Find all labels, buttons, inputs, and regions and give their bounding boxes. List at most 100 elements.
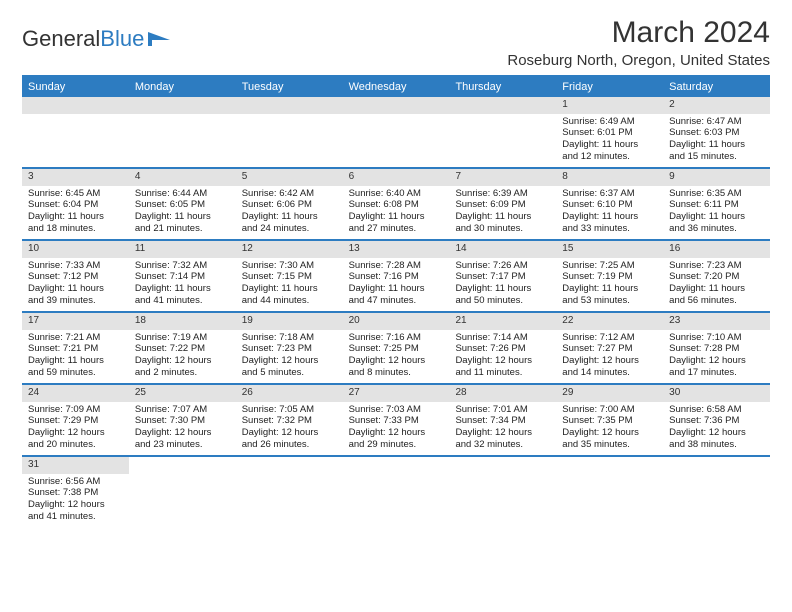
sunset-text: Sunset: 7:33 PM xyxy=(349,415,444,427)
sunset-text: Sunset: 6:04 PM xyxy=(28,199,123,211)
day-number xyxy=(236,457,343,474)
sunrise-text: Sunrise: 7:30 AM xyxy=(242,260,337,272)
daylight-text-2: and 21 minutes. xyxy=(135,223,230,235)
sunset-text: Sunset: 6:09 PM xyxy=(455,199,550,211)
day-info: Sunrise: 7:33 AMSunset: 7:12 PMDaylight:… xyxy=(22,258,129,312)
calendar-day xyxy=(343,457,450,527)
daylight-text-1: Daylight: 12 hours xyxy=(669,355,764,367)
daylight-text-2: and 26 minutes. xyxy=(242,439,337,451)
day-info: Sunrise: 6:39 AMSunset: 6:09 PMDaylight:… xyxy=(449,186,556,240)
day-info: Sunrise: 7:10 AMSunset: 7:28 PMDaylight:… xyxy=(663,330,770,384)
sunrise-text: Sunrise: 7:16 AM xyxy=(349,332,444,344)
day-number: 21 xyxy=(449,313,556,330)
calendar-day xyxy=(129,97,236,167)
sunrise-text: Sunrise: 7:33 AM xyxy=(28,260,123,272)
calendar-day: 10Sunrise: 7:33 AMSunset: 7:12 PMDayligh… xyxy=(22,241,129,311)
day-info: Sunrise: 7:21 AMSunset: 7:21 PMDaylight:… xyxy=(22,330,129,384)
day-number: 10 xyxy=(22,241,129,258)
day-number: 16 xyxy=(663,241,770,258)
daylight-text-2: and 53 minutes. xyxy=(562,295,657,307)
day-info: Sunrise: 6:44 AMSunset: 6:05 PMDaylight:… xyxy=(129,186,236,240)
calendar-day: 16Sunrise: 7:23 AMSunset: 7:20 PMDayligh… xyxy=(663,241,770,311)
calendar-day xyxy=(343,97,450,167)
sunrise-text: Sunrise: 7:26 AM xyxy=(455,260,550,272)
logo: GeneralBlue xyxy=(22,26,172,52)
daylight-text-1: Daylight: 12 hours xyxy=(669,427,764,439)
day-number: 20 xyxy=(343,313,450,330)
calendar-day: 31Sunrise: 6:56 AMSunset: 7:38 PMDayligh… xyxy=(22,457,129,527)
sunset-text: Sunset: 6:11 PM xyxy=(669,199,764,211)
logo-flag-icon xyxy=(148,30,172,46)
calendar-day xyxy=(449,457,556,527)
calendar-day: 26Sunrise: 7:05 AMSunset: 7:32 PMDayligh… xyxy=(236,385,343,455)
sunrise-text: Sunrise: 6:49 AM xyxy=(562,116,657,128)
daylight-text-1: Daylight: 11 hours xyxy=(28,283,123,295)
calendar-day: 13Sunrise: 7:28 AMSunset: 7:16 PMDayligh… xyxy=(343,241,450,311)
sunset-text: Sunset: 7:34 PM xyxy=(455,415,550,427)
day-info: Sunrise: 6:45 AMSunset: 6:04 PMDaylight:… xyxy=(22,186,129,240)
weekday-label: Friday xyxy=(556,77,663,97)
day-number: 13 xyxy=(343,241,450,258)
day-info: Sunrise: 7:14 AMSunset: 7:26 PMDaylight:… xyxy=(449,330,556,384)
calendar-day: 17Sunrise: 7:21 AMSunset: 7:21 PMDayligh… xyxy=(22,313,129,383)
calendar: SundayMondayTuesdayWednesdayThursdayFrid… xyxy=(22,75,770,527)
sunset-text: Sunset: 7:35 PM xyxy=(562,415,657,427)
sunset-text: Sunset: 7:14 PM xyxy=(135,271,230,283)
day-number: 15 xyxy=(556,241,663,258)
daylight-text-1: Daylight: 11 hours xyxy=(28,355,123,367)
daylight-text-2: and 39 minutes. xyxy=(28,295,123,307)
daylight-text-2: and 14 minutes. xyxy=(562,367,657,379)
daylight-text-1: Daylight: 12 hours xyxy=(562,355,657,367)
daylight-text-2: and 27 minutes. xyxy=(349,223,444,235)
day-number: 24 xyxy=(22,385,129,402)
daylight-text-1: Daylight: 12 hours xyxy=(28,427,123,439)
sunset-text: Sunset: 7:20 PM xyxy=(669,271,764,283)
day-info xyxy=(129,474,236,520)
calendar-day xyxy=(129,457,236,527)
day-number: 6 xyxy=(343,169,450,186)
weekday-label: Monday xyxy=(129,77,236,97)
sunset-text: Sunset: 6:03 PM xyxy=(669,127,764,139)
sunrise-text: Sunrise: 7:28 AM xyxy=(349,260,444,272)
daylight-text-1: Daylight: 11 hours xyxy=(135,211,230,223)
daylight-text-2: and 23 minutes. xyxy=(135,439,230,451)
day-info xyxy=(236,474,343,520)
daylight-text-1: Daylight: 11 hours xyxy=(135,283,230,295)
sunrise-text: Sunrise: 6:42 AM xyxy=(242,188,337,200)
sunset-text: Sunset: 7:38 PM xyxy=(28,487,123,499)
calendar-day xyxy=(556,457,663,527)
day-number: 18 xyxy=(129,313,236,330)
sunset-text: Sunset: 7:15 PM xyxy=(242,271,337,283)
sunset-text: Sunset: 7:28 PM xyxy=(669,343,764,355)
daylight-text-1: Daylight: 12 hours xyxy=(349,355,444,367)
daylight-text-1: Daylight: 11 hours xyxy=(669,211,764,223)
sunrise-text: Sunrise: 7:18 AM xyxy=(242,332,337,344)
day-info: Sunrise: 6:42 AMSunset: 6:06 PMDaylight:… xyxy=(236,186,343,240)
calendar-day: 1Sunrise: 6:49 AMSunset: 6:01 PMDaylight… xyxy=(556,97,663,167)
sunrise-text: Sunrise: 6:45 AM xyxy=(28,188,123,200)
day-number xyxy=(663,457,770,474)
calendar-day: 9Sunrise: 6:35 AMSunset: 6:11 PMDaylight… xyxy=(663,169,770,239)
location: Roseburg North, Oregon, United States xyxy=(507,52,770,69)
daylight-text-2: and 15 minutes. xyxy=(669,151,764,163)
sunset-text: Sunset: 6:10 PM xyxy=(562,199,657,211)
daylight-text-1: Daylight: 12 hours xyxy=(562,427,657,439)
day-number: 9 xyxy=(663,169,770,186)
logo-text-1: General xyxy=(22,26,100,52)
day-info: Sunrise: 7:28 AMSunset: 7:16 PMDaylight:… xyxy=(343,258,450,312)
sunrise-text: Sunrise: 7:05 AM xyxy=(242,404,337,416)
day-number xyxy=(556,457,663,474)
day-number: 2 xyxy=(663,97,770,114)
day-number: 23 xyxy=(663,313,770,330)
sunrise-text: Sunrise: 7:19 AM xyxy=(135,332,230,344)
month-title: March 2024 xyxy=(507,16,770,50)
calendar-day: 15Sunrise: 7:25 AMSunset: 7:19 PMDayligh… xyxy=(556,241,663,311)
day-number: 8 xyxy=(556,169,663,186)
sunset-text: Sunset: 6:06 PM xyxy=(242,199,337,211)
calendar-day: 8Sunrise: 6:37 AMSunset: 6:10 PMDaylight… xyxy=(556,169,663,239)
day-info xyxy=(236,114,343,160)
calendar-day xyxy=(449,97,556,167)
daylight-text-2: and 59 minutes. xyxy=(28,367,123,379)
day-number: 30 xyxy=(663,385,770,402)
day-info: Sunrise: 7:01 AMSunset: 7:34 PMDaylight:… xyxy=(449,402,556,456)
